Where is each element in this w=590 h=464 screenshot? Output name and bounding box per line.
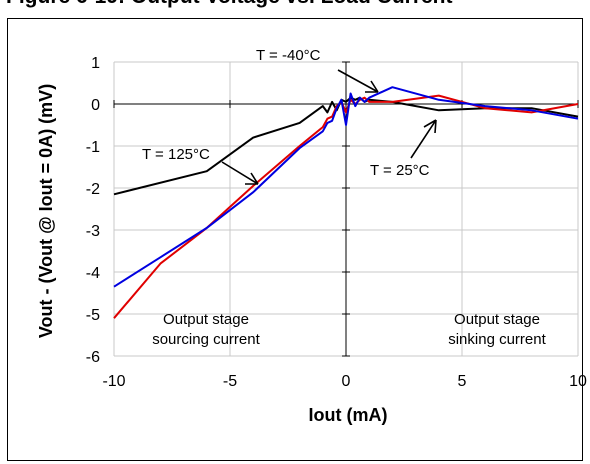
label-t-125: T = 125°C [142,146,210,163]
x-axis-title: Iout (mA) [309,405,388,425]
label-t-minus40: T = -40°C [256,47,321,64]
x-tick-label: -5 [223,373,237,390]
label-sinking-1: Output stage [454,311,540,328]
title-strip: Figure 6-19: Output Voltage vs. Load Cur… [0,0,590,30]
label-sourcing-2: sourcing current [152,331,260,348]
arrow-t-minus40 [337,69,379,93]
y-tick-label: 1 [91,55,100,72]
y-tick-label: -6 [86,349,100,366]
y-tick-label: -2 [86,181,100,198]
x-tick-label: -10 [102,373,125,390]
arrow-t-125 [221,161,259,185]
x-tick-label: 0 [342,373,351,390]
x-tick-label: 5 [458,373,467,390]
y-tick-label: -4 [86,265,100,282]
annotation-arrows [221,69,437,185]
label-sourcing-1: Output stage [163,311,249,328]
label-t-25: T = 25°C [370,162,430,179]
series-layer [113,86,579,319]
chart-frame [7,18,583,461]
label-sinking-2: sinking current [448,331,546,348]
y-tick-label: -5 [86,307,100,324]
series-line-t-40-c [113,86,579,288]
y-tick-label: 0 [91,97,100,114]
y-axis-title: Vout - (Vout @ Iout = 0A) (mV) [36,84,56,338]
y-tick-label: -1 [86,139,100,156]
arrow-t-25 [410,119,437,159]
chart-title: Figure 6-19: Output Voltage vs. Load Cur… [6,0,453,9]
series-line-t-125-c [113,94,579,319]
y-tick-label: -3 [86,223,100,240]
x-tick-label: 10 [569,373,587,390]
series-line-t-25-c [113,96,579,196]
